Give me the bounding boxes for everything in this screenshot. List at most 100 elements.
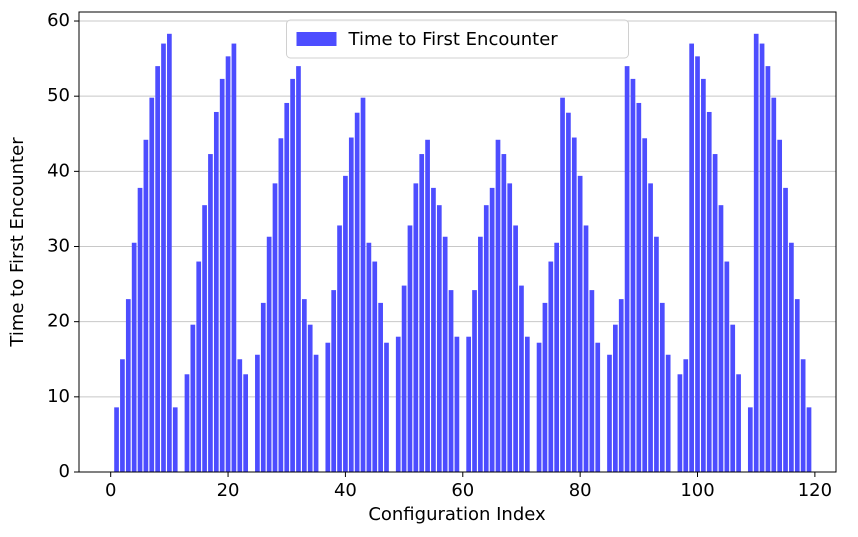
bar	[800, 359, 806, 472]
bar	[114, 407, 119, 472]
bar	[560, 97, 565, 472]
x-tick-label: 20	[217, 480, 240, 501]
bar	[472, 290, 477, 472]
bar	[806, 407, 812, 472]
y-tick-label: 20	[47, 311, 70, 332]
bar	[695, 56, 700, 472]
bar	[683, 359, 689, 472]
bar	[712, 154, 718, 472]
bar	[378, 302, 383, 472]
bar	[202, 205, 207, 473]
bar	[730, 324, 736, 472]
bar	[167, 33, 172, 472]
bar	[190, 324, 196, 472]
bar	[595, 342, 601, 472]
bar	[489, 187, 495, 472]
bar	[478, 236, 483, 472]
plot-frame	[78, 11, 837, 473]
bar	[196, 261, 202, 472]
bar	[519, 285, 524, 472]
bar	[736, 374, 741, 472]
bar	[184, 374, 190, 472]
bar	[642, 138, 648, 472]
y-axis-label: Time to First Encounter	[7, 137, 28, 348]
bar	[701, 78, 706, 473]
bar	[624, 66, 630, 472]
x-tick-label: 0	[105, 480, 116, 501]
bar	[448, 290, 454, 472]
bar	[360, 97, 366, 472]
bar	[466, 336, 471, 472]
bar	[507, 183, 513, 472]
bar	[137, 187, 143, 472]
bar	[284, 102, 290, 472]
bar	[366, 242, 372, 472]
y-tick-label: 0	[59, 461, 70, 482]
bar	[131, 242, 137, 472]
bar	[706, 111, 712, 473]
bar	[325, 342, 331, 472]
bar	[243, 374, 249, 472]
bar	[583, 225, 589, 472]
x-tick-label: 40	[334, 480, 357, 501]
bar	[789, 242, 794, 472]
y-tick-label: 60	[47, 10, 70, 31]
bar	[419, 154, 425, 472]
bar	[307, 324, 313, 472]
bar	[753, 33, 759, 472]
bar	[395, 336, 401, 472]
bar	[618, 299, 624, 472]
bar	[524, 336, 530, 472]
bar	[677, 374, 683, 472]
bar	[613, 324, 618, 472]
bar	[213, 111, 219, 473]
bar	[301, 299, 307, 472]
bar	[483, 205, 489, 473]
bar	[348, 137, 354, 472]
bar	[495, 139, 501, 472]
bar	[654, 236, 659, 472]
bar	[589, 290, 595, 472]
bar	[425, 139, 430, 472]
bar	[454, 336, 460, 472]
bar	[542, 302, 548, 472]
bar	[290, 78, 295, 473]
bar	[718, 205, 724, 473]
bar	[313, 354, 319, 472]
bar	[501, 154, 507, 472]
bar	[794, 299, 800, 472]
bar	[172, 407, 178, 472]
bar	[331, 290, 337, 472]
bar	[384, 342, 389, 472]
x-tick-label: 100	[680, 480, 714, 501]
bar	[759, 43, 765, 472]
bar	[278, 138, 284, 472]
bar	[372, 261, 378, 472]
bar	[548, 261, 554, 472]
bar	[577, 175, 583, 473]
bar	[401, 285, 407, 472]
bar	[343, 175, 348, 473]
bar	[225, 56, 231, 472]
bar	[566, 112, 571, 472]
bar	[665, 354, 671, 472]
bar	[554, 242, 560, 472]
bar	[407, 225, 413, 472]
bar	[143, 139, 149, 472]
x-tick-label: 60	[451, 480, 474, 501]
y-tick-label: 30	[47, 236, 70, 257]
bar	[431, 187, 436, 472]
bar	[436, 205, 442, 473]
bar	[636, 102, 642, 472]
bar	[266, 236, 272, 472]
bar	[607, 354, 612, 472]
bar	[208, 154, 213, 472]
bar	[747, 407, 753, 472]
bar	[413, 183, 419, 472]
bar	[659, 302, 665, 472]
bar	[255, 354, 260, 472]
bar	[219, 78, 225, 473]
bar	[231, 43, 237, 472]
bar	[536, 342, 542, 472]
